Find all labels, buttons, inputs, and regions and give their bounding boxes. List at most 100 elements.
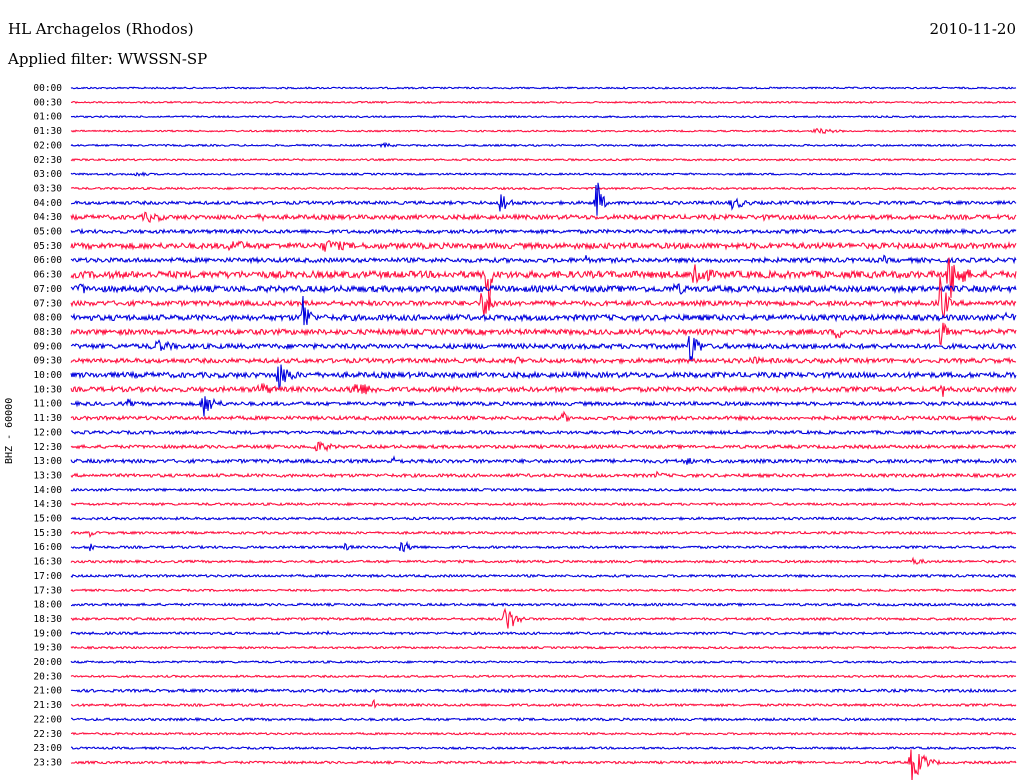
trace-line [70, 540, 1017, 553]
station-title: HL Archagelos (Rhodos) [8, 20, 194, 38]
trace-line [70, 336, 1017, 362]
trace-line [70, 114, 1017, 119]
trace-line [71, 602, 1017, 608]
time-label: 09:30 [33, 356, 62, 367]
time-label: 03:00 [33, 169, 62, 180]
time-label: 19:00 [33, 628, 62, 639]
trace-line [70, 674, 1017, 679]
time-label: 04:30 [33, 212, 62, 223]
trace-line [70, 731, 1017, 736]
time-label: 01:00 [33, 112, 62, 123]
trace-line [70, 382, 1017, 397]
trace-line [70, 698, 1017, 709]
time-label: 23:00 [33, 743, 62, 754]
time-label: 13:00 [33, 456, 62, 467]
trace-line [70, 429, 1017, 436]
trace-line [70, 239, 1017, 252]
time-label: 01:30 [33, 126, 62, 137]
time-label: 20:00 [33, 657, 62, 668]
trace-line [70, 515, 1017, 521]
time-label: 09:00 [33, 341, 62, 352]
time-label: 04:00 [33, 198, 62, 209]
time-label: 14:30 [33, 499, 62, 510]
time-label: 16:00 [33, 542, 62, 553]
time-label: 07:00 [33, 284, 62, 295]
date-label: 2010-11-20 [929, 20, 1016, 38]
time-label: 03:30 [33, 183, 62, 194]
time-label: 07:30 [33, 298, 62, 309]
trace-line [70, 749, 1017, 780]
time-label: 21:30 [33, 700, 62, 711]
trace-line [70, 588, 1017, 593]
time-label: 10:00 [33, 370, 62, 381]
time-label: 02:00 [33, 140, 62, 151]
trace-line [70, 295, 1017, 326]
trace-line [70, 257, 1017, 306]
trace-line [70, 556, 1017, 566]
trace-line [70, 100, 1017, 105]
time-label: 17:30 [33, 585, 62, 596]
time-label: 21:00 [33, 686, 62, 697]
time-label: 18:00 [33, 600, 62, 611]
trace-line [70, 501, 1017, 507]
time-label: 05:30 [33, 241, 62, 252]
time-label: 16:30 [33, 557, 62, 568]
time-label: 00:30 [33, 97, 62, 108]
time-label: 12:00 [33, 427, 62, 438]
time-label: 06:30 [33, 270, 62, 281]
trace-line [70, 254, 1017, 265]
trace-line [71, 716, 1016, 723]
trace-line [70, 186, 1017, 191]
time-label: 06:00 [33, 255, 62, 266]
trace-line [70, 157, 1017, 162]
time-label: 20:30 [33, 671, 62, 682]
trace-line [70, 455, 1017, 465]
time-label: 14:00 [33, 485, 62, 496]
trace-line [70, 355, 1017, 365]
trace-line [70, 487, 1017, 493]
trace-line [71, 182, 1017, 216]
time-label: 17:00 [33, 571, 62, 582]
trace-line [70, 86, 1017, 90]
time-label: 18:30 [33, 614, 62, 625]
trace-line [70, 127, 1017, 135]
trace-line [70, 746, 1017, 751]
time-label: 13:30 [33, 470, 62, 481]
time-label: 22:00 [33, 714, 62, 725]
trace-line [70, 629, 1017, 636]
trace-line [70, 440, 1017, 453]
time-label: 23:30 [33, 757, 62, 768]
trace-line [70, 171, 1017, 178]
trace-line [70, 645, 1017, 650]
time-label: 19:30 [33, 643, 62, 654]
trace-line [70, 396, 1017, 417]
trace-line [70, 530, 1017, 539]
trace-line [70, 687, 1017, 694]
trace-line [70, 659, 1017, 665]
trace-line [70, 276, 1017, 319]
time-label: 10:30 [33, 384, 62, 395]
time-label: 11:30 [33, 413, 62, 424]
time-label: 11:00 [33, 399, 62, 410]
trace-line [70, 227, 1017, 236]
trace-line [70, 211, 1017, 223]
time-label: 15:30 [33, 528, 62, 539]
trace-line [70, 322, 1017, 346]
time-label: 02:30 [33, 155, 62, 166]
time-label: 12:30 [33, 442, 62, 453]
time-label: 08:00 [33, 313, 62, 324]
time-label: 15:00 [33, 514, 62, 525]
trace-line [70, 607, 1017, 629]
time-label: 08:30 [33, 327, 62, 338]
time-label: 00:00 [33, 83, 62, 94]
trace-line [70, 282, 1017, 295]
trace-line [70, 364, 1017, 390]
time-label: 22:30 [33, 729, 62, 740]
trace-line [70, 410, 1017, 422]
time-label: 05:00 [33, 227, 62, 238]
trace-line [70, 573, 1017, 579]
trace-line [70, 470, 1017, 479]
filter-label: Applied filter: WWSSN-SP [8, 50, 208, 68]
trace-line [70, 142, 1017, 149]
